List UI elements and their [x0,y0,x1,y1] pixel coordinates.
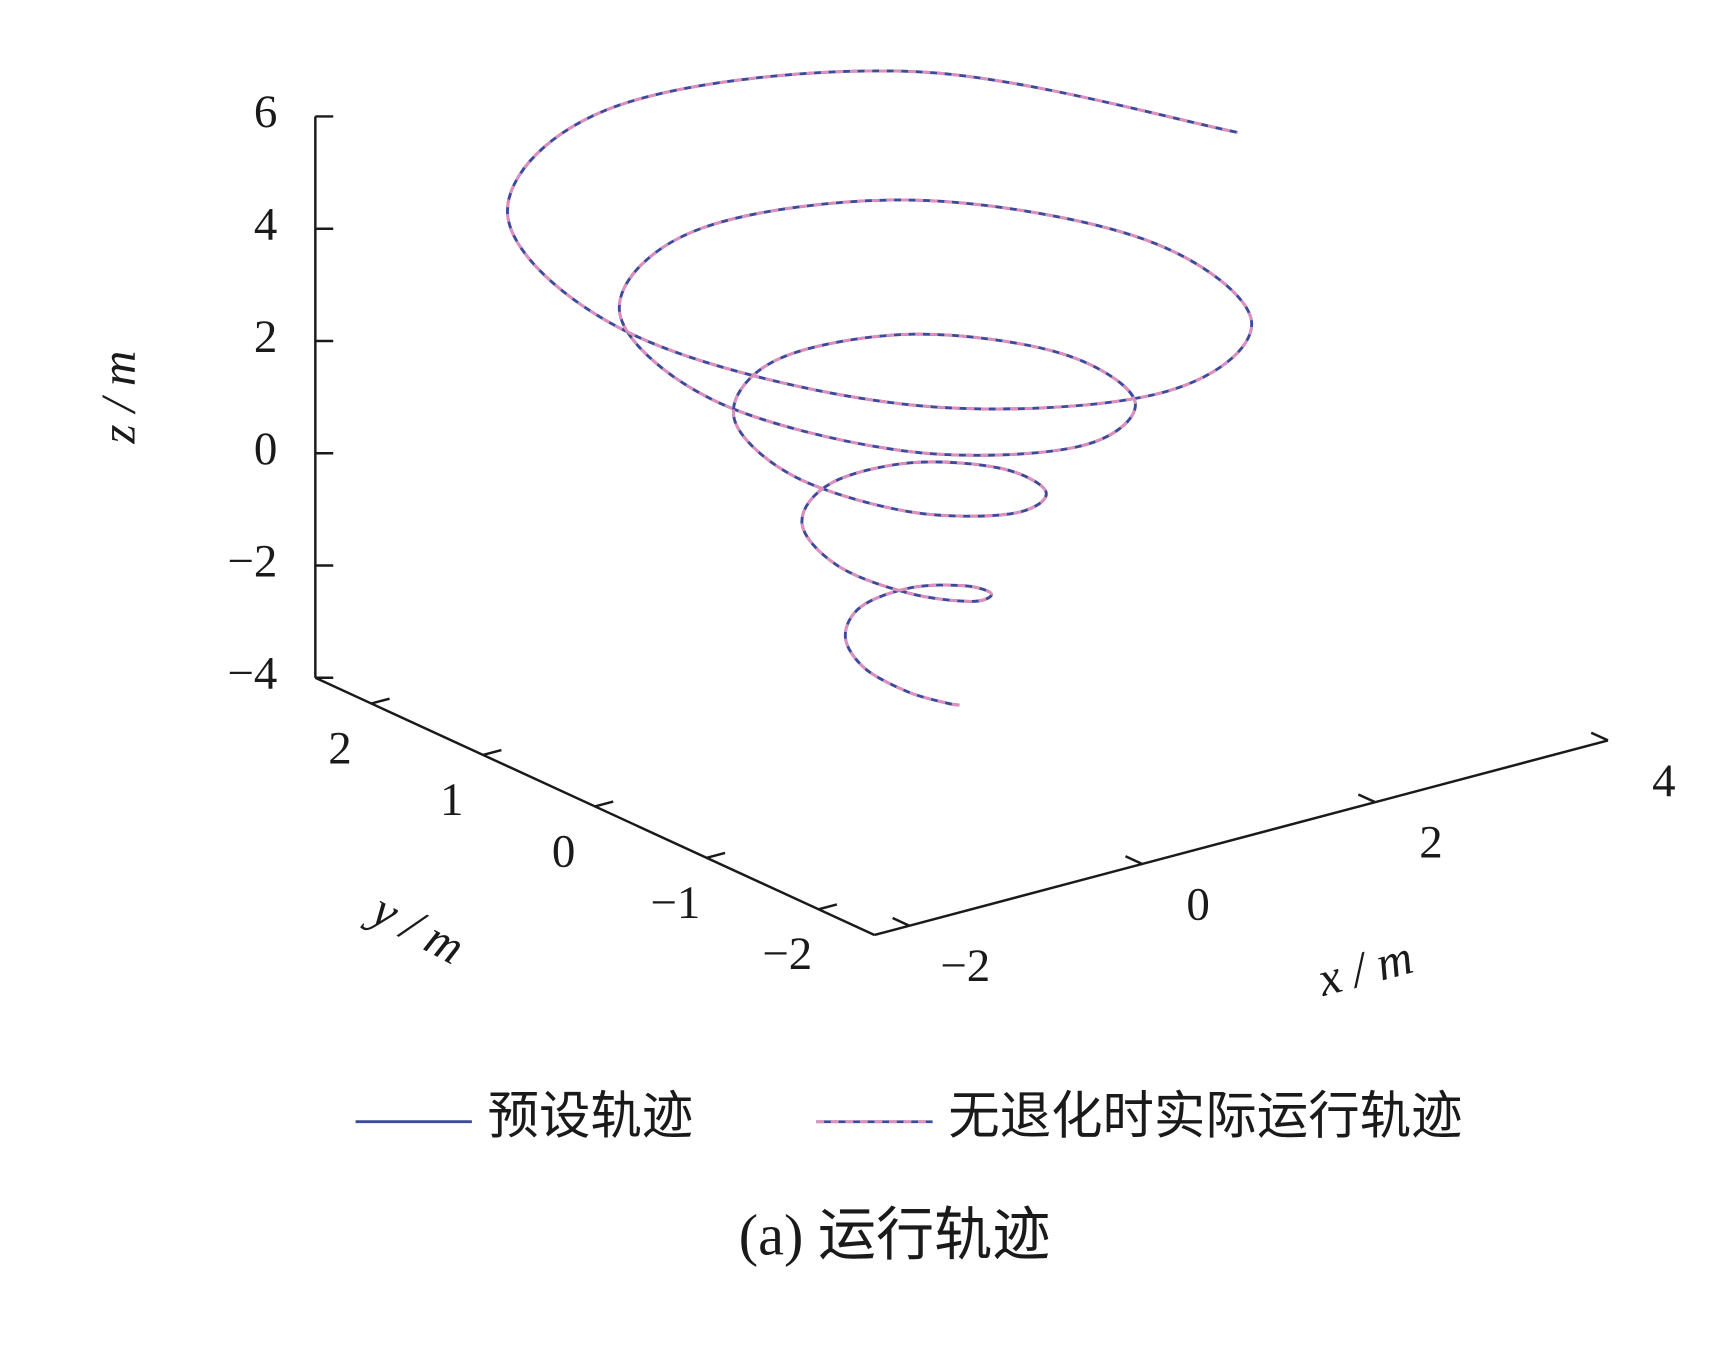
x-tick-label: 2 [1419,817,1442,869]
x-axis-label: x / m [1311,929,1419,1007]
axes: −4 −2 0 2 4 6 −2 −1 0 1 2 −2 0 2 4 [227,86,1675,992]
caption: (a) 运行轨迹 [739,1203,1051,1268]
trajectory-line [506,69,1254,707]
z-tick-label: 2 [254,311,277,363]
x-tick [892,916,910,927]
plot-area [506,69,1254,707]
y-tick-label: 0 [552,825,575,877]
y-tick-label: −1 [650,877,700,929]
z-tick-label: −4 [227,648,277,700]
legend: 预设轨迹 无退化时实际运行轨迹 [355,1089,1462,1146]
y-tick [370,697,390,705]
x-tick [1124,855,1143,866]
y-tick [482,748,502,757]
x-tick-label: 0 [1186,878,1209,930]
x-tick-label: −2 [940,940,990,992]
y-axis-label: y / m [359,879,474,975]
trajectory-line [506,69,1254,707]
x-tick-label: 4 [1652,755,1675,807]
legend-label: 无退化时实际运行轨迹 [948,1089,1462,1146]
z-tick-label: 0 [254,423,277,475]
y-tick [594,800,614,808]
y-tick [706,851,726,860]
legend-label: 预设轨迹 [488,1089,694,1146]
x-tick [1590,731,1609,742]
y-tick-label: 1 [440,774,463,826]
x-tick [1357,793,1376,804]
x-axis [874,739,1609,937]
z-tick-label: 4 [254,198,277,250]
y-tick-label: 2 [328,722,351,774]
y-tick-label: −2 [762,928,812,980]
y-tick [818,903,838,911]
z-tick-label: −2 [227,535,277,587]
z-axis-label: z / m [90,351,145,445]
z-tick-label: 6 [254,86,277,138]
